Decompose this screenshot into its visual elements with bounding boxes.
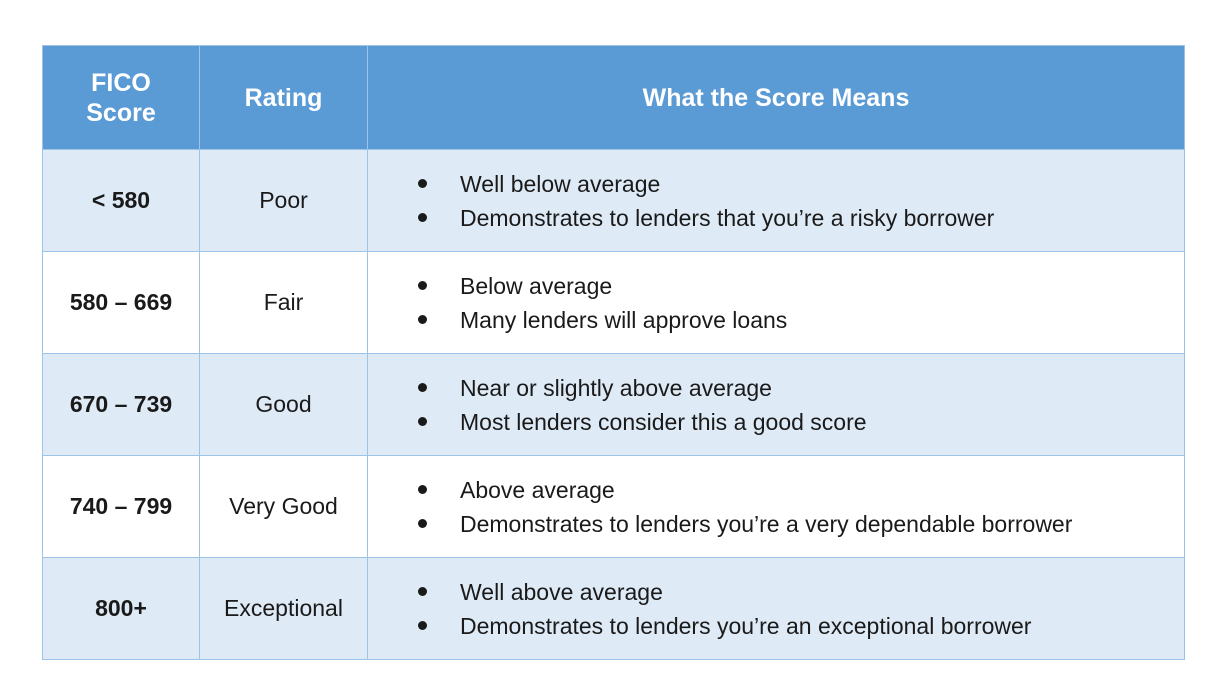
meaning-text: Demonstrates to lenders you’re an except… [460,612,1032,639]
bullet-icon [418,620,427,630]
meaning-text: Above average [460,476,615,503]
meaning-list: Below average Many lenders will approve … [418,269,1184,337]
fico-score-table: FICO Score Rating What the Score Means <… [42,45,1185,660]
meaning-text: Demonstrates to lenders you’re a very de… [460,510,1073,537]
meaning-item: Many lenders will approve loans [418,303,1184,337]
meaning-item: Most lenders consider this a good score [418,405,1184,439]
bullet-icon [418,178,427,188]
header-fico-score: FICO Score [42,45,200,150]
rating-cell: Fair [199,251,368,354]
meaning-item: Below average [418,269,1184,303]
meaning-text: Well below average [460,170,661,197]
header-fico-line1: FICO [91,68,151,97]
meaning-item: Demonstrates to lenders that you’re a ri… [418,201,1184,235]
meaning-cell: Above average Demonstrates to lenders yo… [367,455,1185,558]
meaning-cell: Below average Many lenders will approve … [367,251,1185,354]
meaning-text: Below average [460,272,613,299]
rating-cell: Exceptional [199,557,368,660]
meaning-list: Well below average Demonstrates to lende… [418,167,1184,235]
score-cell: 580 – 669 [42,251,200,354]
table-row: 800+ Exceptional Well above average Demo… [42,557,1185,660]
header-row: FICO Score Rating What the Score Means [42,45,1185,150]
meaning-text: Many lenders will approve loans [460,306,788,333]
bullet-icon [418,484,427,494]
header-rating: Rating [199,45,368,150]
bullet-icon [418,212,427,222]
meaning-list: Near or slightly above average Most lend… [418,371,1184,439]
meaning-text: Demonstrates to lenders that you’re a ri… [460,204,995,231]
table-row: 740 – 799 Very Good Above average Demons… [42,455,1185,558]
table-body: < 580 Poor Well below average Demonstrat… [42,149,1185,660]
table-header: FICO Score Rating What the Score Means [42,45,1185,150]
meaning-list: Well above average Demonstrates to lende… [418,575,1184,643]
header-fico-line2: Score [86,98,156,127]
header-score-meaning: What the Score Means [367,45,1185,150]
score-cell: < 580 [42,149,200,252]
score-cell: 740 – 799 [42,455,200,558]
bullet-icon [418,314,427,324]
table-row: < 580 Poor Well below average Demonstrat… [42,149,1185,252]
bullet-icon [418,382,427,392]
meaning-item: Well above average [418,575,1184,609]
rating-cell: Very Good [199,455,368,558]
score-cell: 800+ [42,557,200,660]
bullet-icon [418,586,427,596]
meaning-cell: Well above average Demonstrates to lende… [367,557,1185,660]
meaning-cell: Well below average Demonstrates to lende… [367,149,1185,252]
meaning-text: Well above average [460,578,663,605]
bullet-icon [418,280,427,290]
meaning-list: Above average Demonstrates to lenders yo… [418,473,1184,541]
meaning-text: Most lenders consider this a good score [460,408,867,435]
table-row: 670 – 739 Good Near or slightly above av… [42,353,1185,456]
rating-cell: Poor [199,149,368,252]
meaning-item: Near or slightly above average [418,371,1184,405]
meaning-item: Demonstrates to lenders you’re a very de… [418,507,1184,541]
meaning-item: Well below average [418,167,1184,201]
rating-cell: Good [199,353,368,456]
meaning-item: Demonstrates to lenders you’re an except… [418,609,1184,643]
bullet-icon [418,416,427,426]
meaning-text: Near or slightly above average [460,374,772,401]
table-row: 580 – 669 Fair Below average Many lender… [42,251,1185,354]
bullet-icon [418,518,427,528]
score-cell: 670 – 739 [42,353,200,456]
meaning-item: Above average [418,473,1184,507]
meaning-cell: Near or slightly above average Most lend… [367,353,1185,456]
fico-score-table-container: FICO Score Rating What the Score Means <… [42,45,1185,660]
